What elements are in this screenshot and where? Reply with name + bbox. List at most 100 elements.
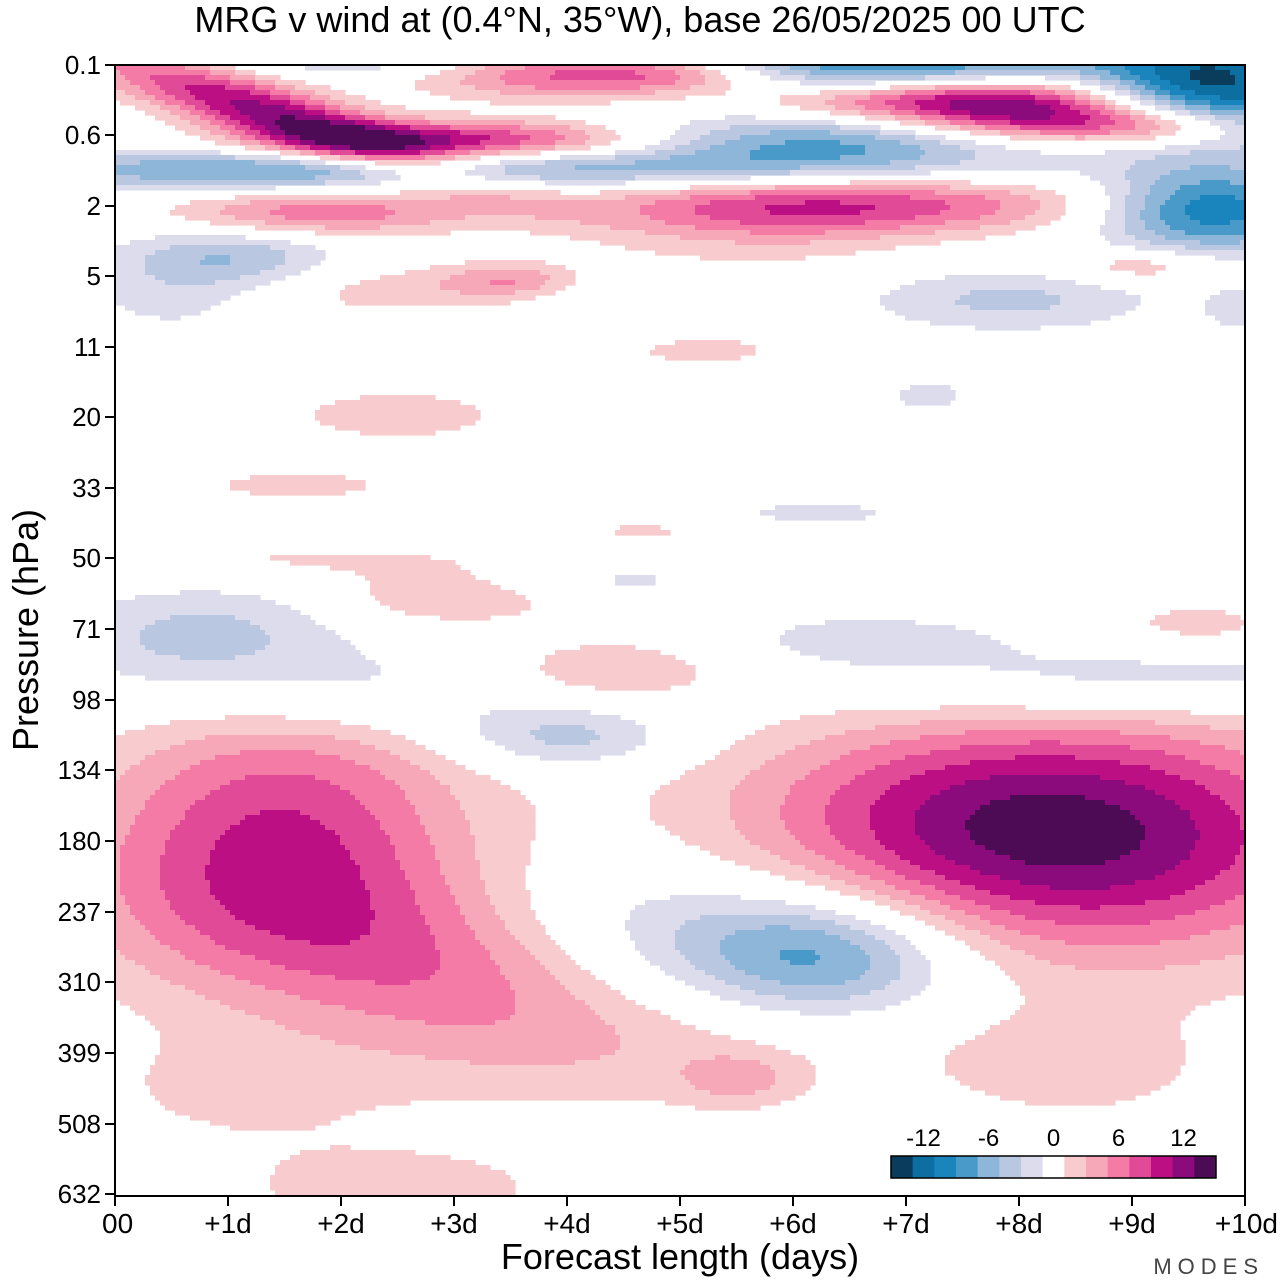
heatmap-cell	[925, 800, 991, 806]
heatmap-cell	[490, 900, 531, 906]
heatmap-cell	[1195, 780, 1245, 786]
heatmap-cell	[680, 235, 881, 241]
heatmap-cell	[240, 135, 256, 141]
heatmap-cell	[445, 875, 481, 881]
heatmap-cell	[1105, 185, 1131, 191]
heatmap-cell	[825, 815, 871, 821]
heatmap-cell	[1105, 190, 1131, 196]
heatmap-cell	[155, 250, 286, 256]
heatmap-cell	[1130, 180, 1156, 186]
heatmap-cell	[265, 145, 281, 151]
heatmap-cell	[340, 155, 366, 161]
heatmap-cell	[460, 80, 506, 86]
heatmap-cell	[690, 1060, 761, 1066]
heatmap-cell	[1070, 105, 1091, 111]
heatmap-cell	[735, 740, 811, 746]
heatmap-cell	[285, 1025, 616, 1031]
heatmap-cell	[700, 255, 806, 261]
heatmap-cell	[115, 965, 146, 971]
heatmap-cell	[1155, 875, 1216, 881]
heatmap-cell	[870, 745, 961, 751]
heatmap-cell	[545, 180, 626, 186]
heatmap-cell	[730, 125, 841, 131]
heatmap-cell	[1150, 80, 1171, 86]
heatmap-cell	[490, 100, 611, 106]
heatmap-cell	[890, 945, 916, 951]
heatmap-cell	[150, 1065, 686, 1071]
heatmap-cell	[1110, 265, 1166, 271]
heatmap-cell	[325, 110, 341, 116]
heatmap-cell	[675, 975, 716, 981]
colorbar-swatch	[1129, 1156, 1152, 1178]
heatmap-cell	[115, 930, 151, 936]
heatmap-cell	[1230, 925, 1245, 931]
heatmap-cell	[195, 960, 271, 966]
heatmap-cell	[235, 615, 311, 621]
heatmap-cell	[260, 100, 291, 106]
heatmap-cell	[775, 1070, 816, 1076]
heatmap-cell	[225, 120, 241, 126]
heatmap-cell	[485, 145, 521, 151]
heatmap-cell	[535, 735, 601, 741]
heatmap-cell	[270, 95, 291, 101]
heatmap-cell	[685, 980, 726, 986]
heatmap-cell	[615, 155, 671, 161]
heatmap-cell	[870, 990, 921, 996]
heatmap-cell	[885, 865, 921, 871]
heatmap-cell	[785, 795, 831, 801]
heatmap-cell	[600, 190, 681, 196]
heatmap-cell	[245, 815, 311, 821]
heatmap-cell	[270, 1180, 516, 1186]
heatmap-cell	[555, 145, 591, 151]
heatmap-cell	[215, 840, 341, 846]
heatmap-cell	[480, 730, 531, 736]
heatmap-cell	[155, 1055, 426, 1061]
heatmap-cell	[505, 170, 791, 176]
heatmap-cell	[1125, 225, 1146, 231]
heatmap-cell	[780, 720, 921, 726]
heatmap-cell	[430, 90, 501, 96]
heatmap-cell	[155, 275, 241, 281]
heatmap-cell	[810, 915, 856, 921]
heatmap-cell	[730, 745, 796, 751]
heatmap-cell	[750, 865, 806, 871]
heatmap-cell	[975, 900, 1036, 906]
heatmap-cell	[635, 940, 676, 946]
heatmap-cell	[185, 810, 261, 816]
colorbar-tick-label: -6	[978, 1125, 999, 1152]
heatmap-cell	[390, 750, 436, 756]
heatmap-cell	[320, 420, 476, 426]
heatmap-cell	[115, 80, 131, 86]
heatmap-cell	[1240, 850, 1245, 856]
heatmap-cell	[665, 355, 741, 361]
heatmap-cell	[785, 140, 841, 146]
heatmap-cell	[360, 1045, 621, 1051]
heatmap-cell	[1230, 770, 1245, 776]
heatmap-cell	[970, 110, 1056, 116]
heatmap-cell	[280, 115, 296, 121]
heatmap-cell	[165, 890, 211, 896]
heatmap-cell	[135, 915, 181, 921]
heatmap-cell	[1085, 795, 1166, 801]
heatmap-cell	[1110, 130, 1151, 136]
heatmap-cell	[455, 145, 486, 151]
heatmap-cell	[540, 175, 636, 181]
heatmap-cell	[460, 290, 516, 296]
heatmap-cell	[710, 130, 771, 136]
heatmap-cell	[1030, 90, 1056, 96]
heatmap-cell	[155, 750, 241, 756]
heatmap-cell	[275, 120, 331, 126]
heatmap-cell	[210, 790, 351, 796]
heatmap-cell	[1200, 195, 1236, 201]
heatmap-cell	[875, 835, 921, 841]
heatmap-cell	[930, 910, 966, 916]
heatmap-cell	[990, 920, 1056, 926]
heatmap-cell	[825, 810, 871, 816]
heatmap-cell	[1120, 805, 1181, 811]
heatmap-cell	[1035, 210, 1066, 216]
heatmap-cell	[420, 150, 446, 156]
heatmap-cell	[990, 1025, 1181, 1031]
heatmap-cell	[1025, 1100, 1116, 1106]
x-tick-label: +3d	[430, 1208, 478, 1239]
heatmap-cell	[515, 1005, 591, 1011]
